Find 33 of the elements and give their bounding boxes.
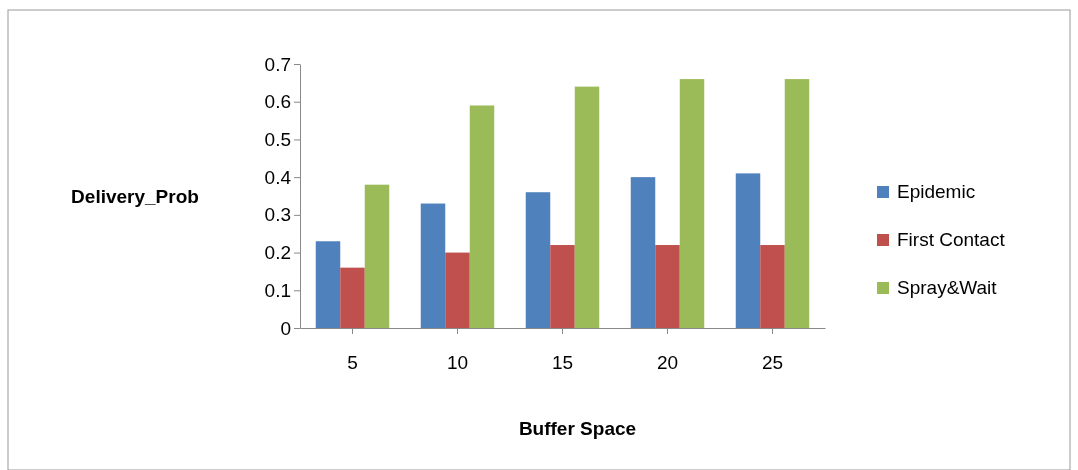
- bar: [679, 79, 705, 328]
- x-tick-label: 15: [551, 352, 574, 374]
- bar: [445, 252, 470, 328]
- x-tick-label: 10: [446, 352, 469, 374]
- bar: [574, 86, 600, 328]
- bar: [630, 177, 656, 328]
- x-tick-label: 5: [347, 352, 358, 374]
- bar: [340, 267, 365, 328]
- bar: [655, 245, 680, 328]
- x-axis-title: Buffer Space: [518, 418, 637, 439]
- bar: [760, 245, 785, 328]
- y-tick-label: 0.6: [264, 91, 291, 113]
- legend-label: Spray&Wait: [897, 277, 998, 298]
- y-tick-label: 0.2: [264, 242, 291, 264]
- x-tick-label: 20: [656, 352, 679, 374]
- legend-label: Epidemic: [897, 181, 976, 202]
- bar: [525, 192, 551, 328]
- bar: [550, 245, 575, 328]
- legend-label: First Contact: [897, 229, 1006, 250]
- x-tick-label: 25: [761, 352, 784, 374]
- y-tick-label: 0.1: [264, 279, 291, 301]
- bar: [735, 173, 761, 328]
- bar: [469, 105, 495, 328]
- bar: [420, 203, 446, 328]
- y-axis-title: Delivery_Prob: [71, 186, 199, 207]
- y-tick-label: 0.4: [264, 166, 292, 188]
- bar: [784, 79, 810, 328]
- bar: [364, 184, 390, 328]
- y-tick-label: 0.3: [264, 204, 291, 226]
- bar: [315, 241, 341, 328]
- y-tick-label: 0: [280, 317, 291, 339]
- y-tick-label: 0.5: [264, 129, 291, 151]
- y-tick-label: 0.7: [264, 53, 291, 75]
